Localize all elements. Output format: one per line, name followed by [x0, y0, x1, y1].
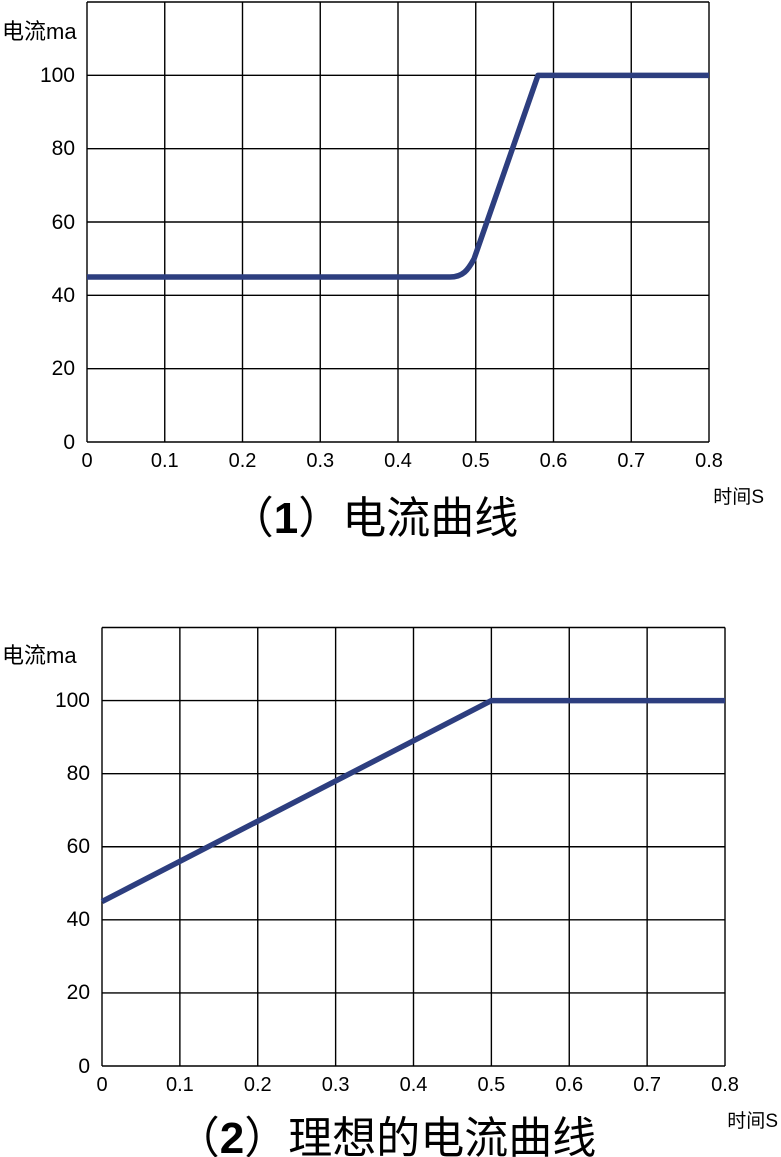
svg-text:0.6: 0.6 — [555, 1074, 583, 1096]
svg-text:20: 20 — [67, 981, 90, 1004]
svg-text:80: 80 — [67, 762, 90, 785]
svg-text:0: 0 — [96, 1074, 107, 1096]
svg-text:100: 100 — [55, 689, 90, 712]
svg-text:60: 60 — [67, 835, 90, 858]
svg-text:0: 0 — [78, 1055, 90, 1078]
svg-text:40: 40 — [67, 908, 90, 931]
svg-text:0.3: 0.3 — [306, 450, 334, 472]
svg-text:时间S: 时间S — [713, 486, 764, 508]
svg-text:0.1: 0.1 — [151, 450, 179, 472]
svg-text:100: 100 — [40, 64, 75, 87]
svg-text:（1）电流曲线: （1）电流曲线 — [230, 494, 518, 543]
svg-text:0: 0 — [81, 450, 92, 472]
svg-text:60: 60 — [52, 211, 75, 234]
svg-text:0.5: 0.5 — [477, 1074, 505, 1096]
svg-text:0.7: 0.7 — [633, 1074, 661, 1096]
svg-text:0.7: 0.7 — [617, 450, 645, 472]
svg-text:0.3: 0.3 — [322, 1074, 350, 1096]
svg-text:0.6: 0.6 — [540, 450, 568, 472]
svg-text:0: 0 — [63, 431, 75, 454]
svg-text:0.4: 0.4 — [384, 450, 412, 472]
svg-text:0.8: 0.8 — [695, 450, 723, 472]
svg-text:0.4: 0.4 — [400, 1074, 428, 1096]
svg-text:0.1: 0.1 — [166, 1074, 194, 1096]
svg-text:40: 40 — [52, 284, 75, 307]
svg-text:0.2: 0.2 — [229, 450, 257, 472]
svg-text:0.2: 0.2 — [244, 1074, 272, 1096]
svg-text:0.5: 0.5 — [462, 450, 490, 472]
svg-text:80: 80 — [52, 137, 75, 160]
svg-text:时间S: 时间S — [727, 1110, 778, 1132]
svg-text:（2）理想的电流曲线: （2）理想的电流曲线 — [176, 1114, 596, 1157]
svg-text:电流ma: 电流ma — [2, 643, 77, 668]
svg-text:20: 20 — [52, 357, 75, 380]
svg-text:电流ma: 电流ma — [2, 19, 77, 44]
svg-text:0.8: 0.8 — [711, 1074, 739, 1096]
